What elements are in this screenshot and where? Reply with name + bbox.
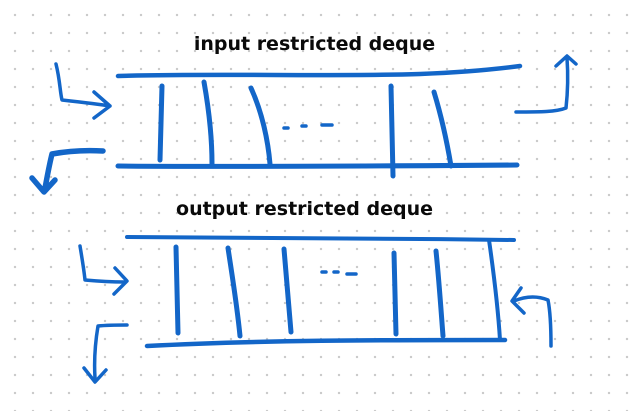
- bottom-deque-cell-divider: [391, 250, 399, 337]
- top-deque-cell-divider: [157, 83, 165, 163]
- bottom-insert-arrow-icon: [78, 244, 129, 296]
- top-deque-cell-divider: [388, 83, 396, 179]
- top-deque-ellipsis: · · ·: [300, 129, 302, 131]
- bottom-deque-cell-divider: [433, 248, 446, 339]
- bottom-deque-ellipsis: · · ·: [338, 275, 340, 277]
- output-restricted-deque: · · ·: [78, 235, 553, 384]
- input-restricted-deque-title: input restricted deque: [193, 33, 436, 55]
- top-deque-ellipsis-dots: [282, 123, 334, 130]
- top-deque-cell-divider: [248, 85, 273, 167]
- bottom-rear-insert-arrow-icon: [510, 286, 553, 348]
- top-deque-upper-edge: [115, 63, 523, 79]
- bottom-deque-cell-divider: [173, 244, 181, 336]
- top-deque-cell-divider: [201, 79, 215, 167]
- top-deque-lower-edge: [115, 162, 520, 169]
- bottom-deque-ellipsis-dots: [320, 270, 358, 276]
- top-delete-arrow-icon: [29, 147, 106, 195]
- bottom-deque-lower-edge: [144, 337, 508, 349]
- input-restricted-deque: · · ·: [29, 54, 578, 195]
- output-restricted-deque-title: output restricted deque: [176, 198, 433, 220]
- bottom-deque-cell-divider: [225, 245, 243, 339]
- top-rear-arrow-icon: [514, 54, 578, 114]
- bottom-deque-upper-edge: [125, 235, 516, 242]
- bottom-delete-arrow-icon: [82, 323, 129, 384]
- top-deque-cell-divider: [431, 89, 454, 169]
- bottom-deque-right-end: [487, 238, 502, 342]
- bottom-deque-cell-divider: [281, 246, 294, 335]
- top-insert-arrow-icon: [54, 62, 112, 120]
